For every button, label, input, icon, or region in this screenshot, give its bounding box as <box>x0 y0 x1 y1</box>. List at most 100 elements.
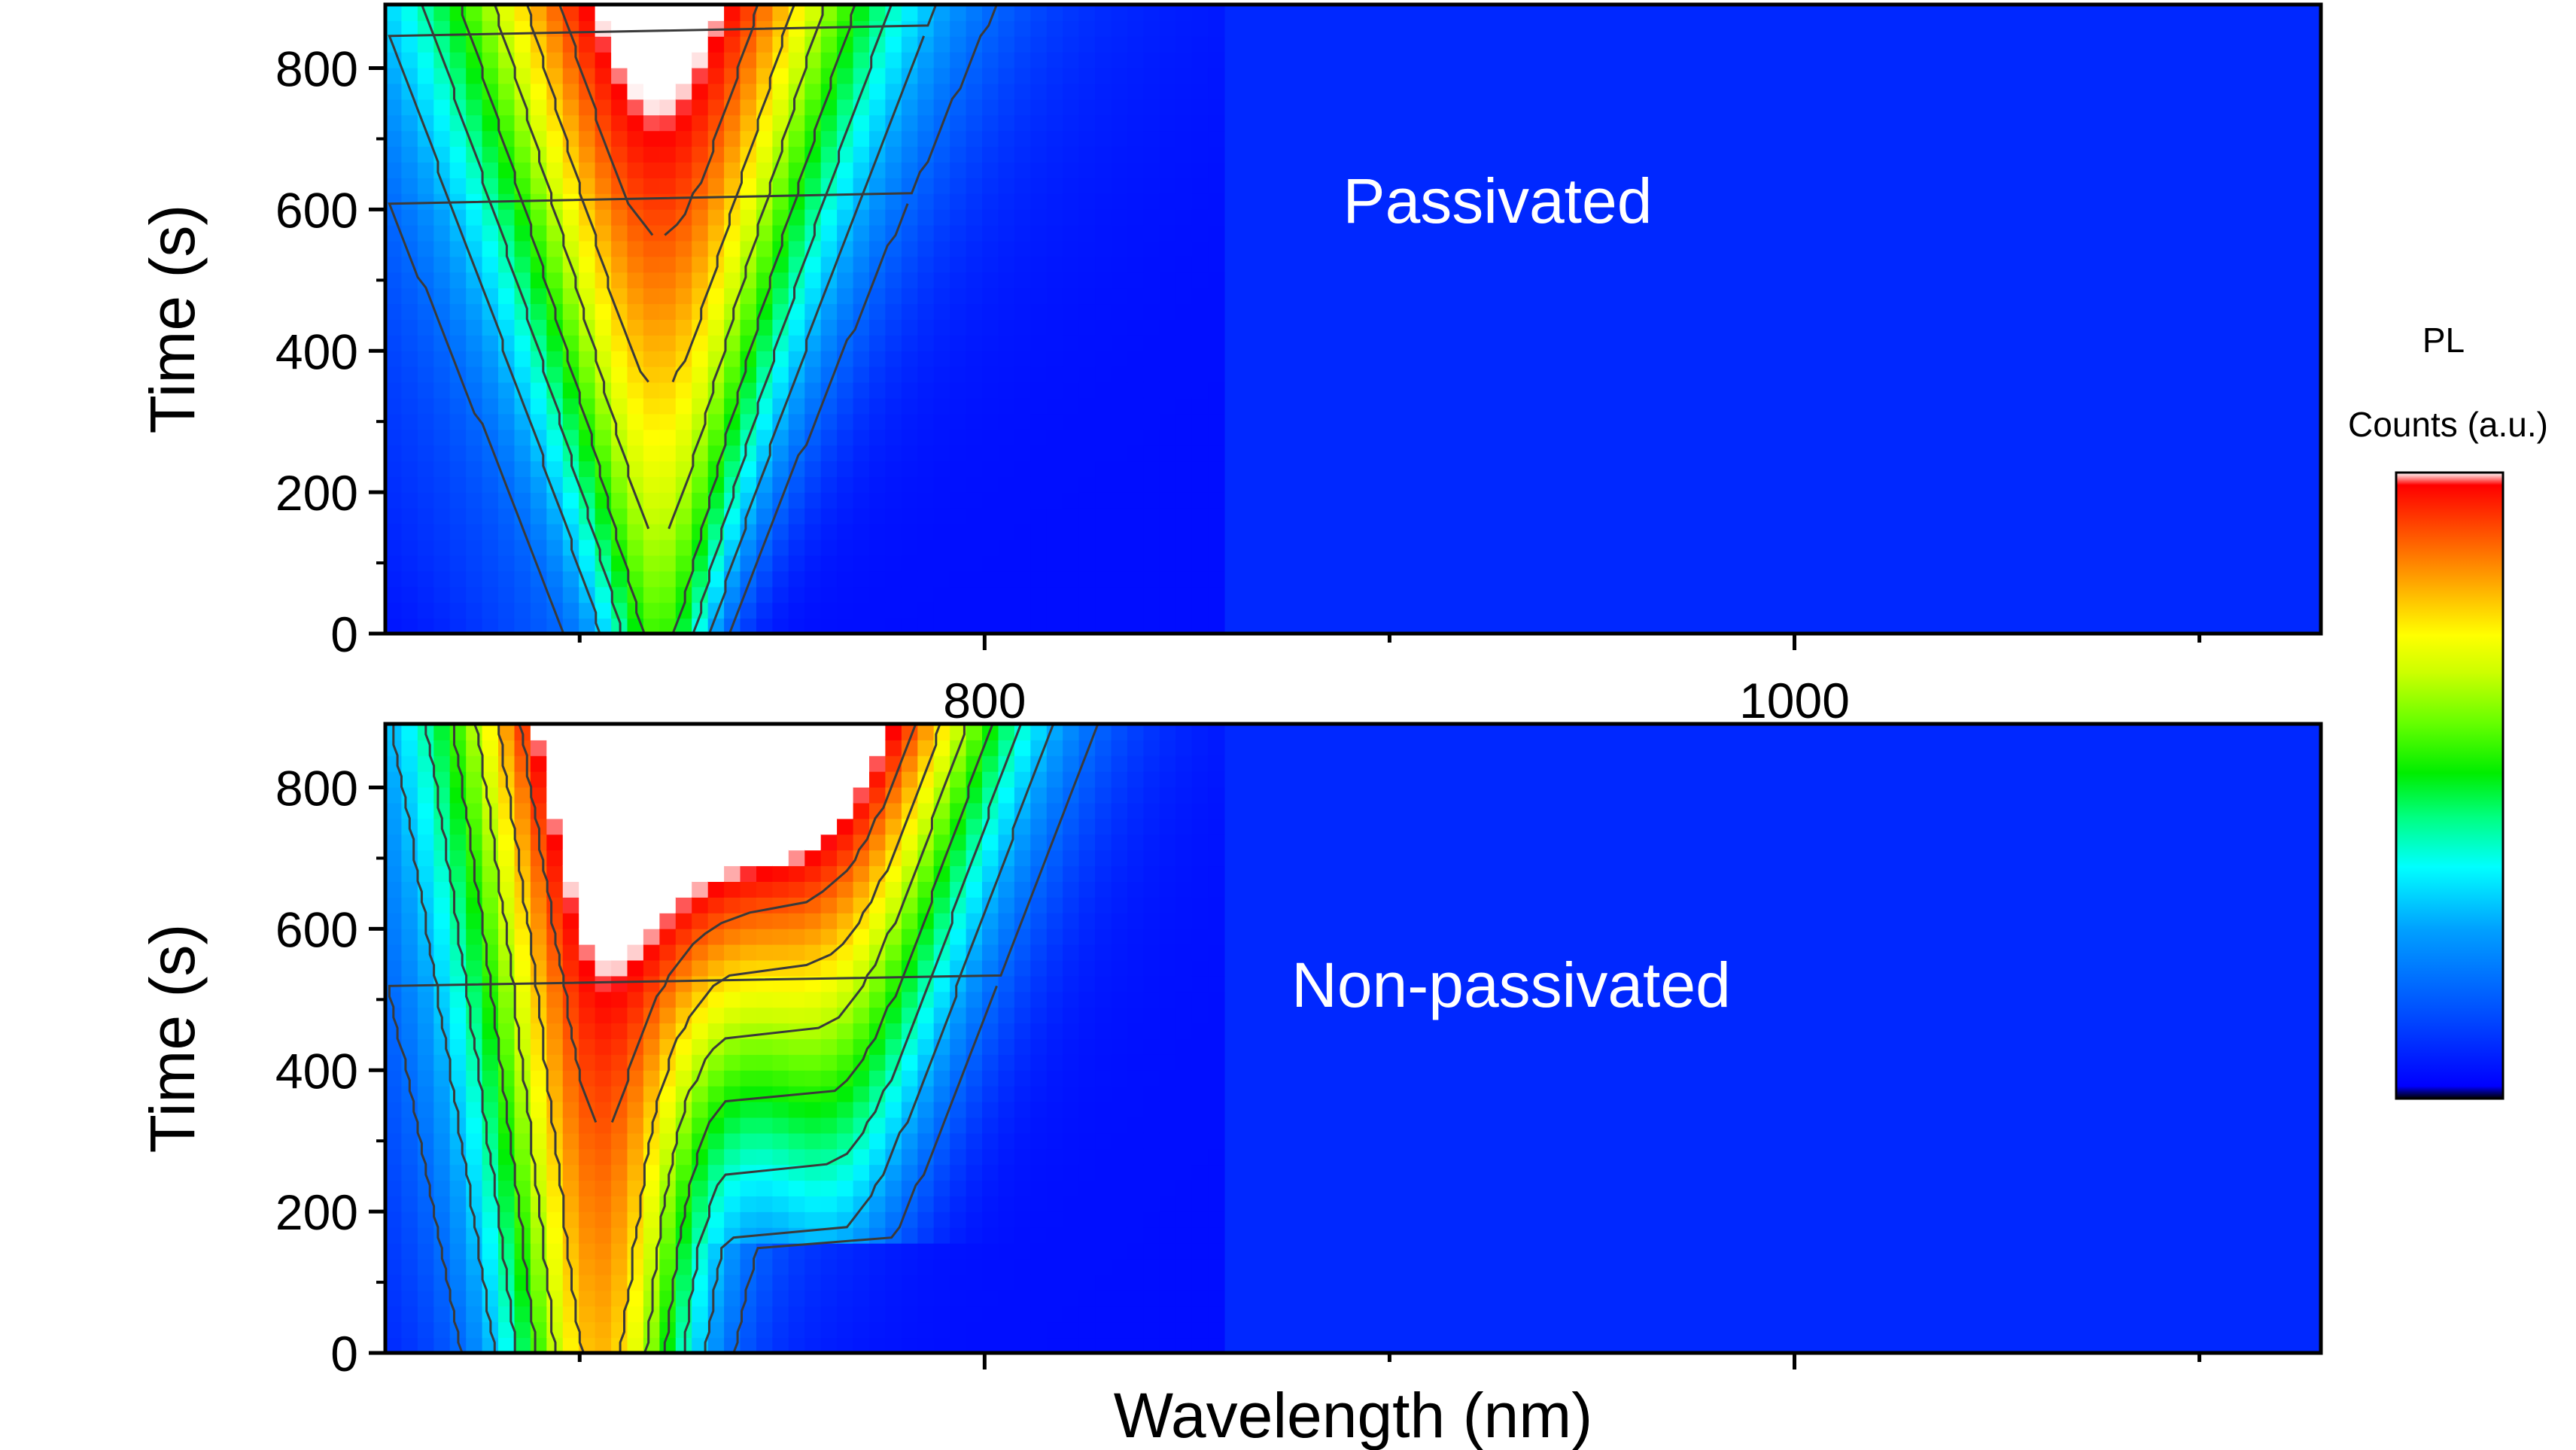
heatmap-cell <box>885 366 902 383</box>
heatmap-cell <box>1095 83 1112 100</box>
heatmap-cell <box>1175 476 1193 493</box>
heatmap-cell <box>675 818 693 835</box>
heatmap-cell <box>820 35 838 53</box>
heatmap-cell <box>401 303 418 320</box>
heatmap-cell <box>595 865 612 882</box>
contour-line <box>392 724 496 1353</box>
heatmap-cell <box>998 224 1015 242</box>
heatmap-cell <box>546 20 564 37</box>
heatmap-cell <box>546 1101 564 1118</box>
heatmap-cell <box>417 523 435 540</box>
heatmap-cell <box>643 83 661 100</box>
heatmap-cell <box>1111 724 1128 740</box>
heatmap-cell <box>1175 755 1193 772</box>
heatmap-cell <box>546 865 564 882</box>
heatmap-cell <box>482 491 499 509</box>
heatmap-cell <box>627 1290 644 1307</box>
heatmap-cell <box>820 1290 838 1307</box>
heatmap-cell <box>788 786 806 804</box>
heatmap-cell <box>546 539 564 556</box>
heatmap-cell <box>982 35 999 53</box>
heatmap-cell <box>627 1321 644 1339</box>
heatmap-cell <box>433 146 451 163</box>
heatmap-cell <box>837 850 854 867</box>
heatmap-cell <box>982 67 999 84</box>
heatmap-cell <box>1111 1132 1128 1150</box>
heatmap-cell <box>579 786 596 804</box>
heatmap-cell <box>1014 975 1032 993</box>
heatmap-cell <box>1127 1053 1145 1071</box>
heatmap-cell <box>1046 1306 1064 1323</box>
heatmap-cell <box>756 507 774 524</box>
heatmap-cell <box>933 146 951 163</box>
colorbar-unit-label: Counts (a.u.) <box>2348 405 2548 444</box>
heatmap-cell <box>498 1038 516 1055</box>
heatmap-cell <box>885 287 902 305</box>
heatmap-cell <box>1063 491 1080 509</box>
heatmap-cell <box>692 5 709 21</box>
heatmap-cell <box>1143 1101 1160 1118</box>
heatmap-cell <box>885 618 902 634</box>
heatmap-cell <box>514 928 531 945</box>
heatmap-cell <box>595 881 612 898</box>
heatmap-cell <box>1191 5 1209 21</box>
heatmap-cell <box>498 570 516 588</box>
heatmap-cell <box>885 461 902 477</box>
heatmap-cell <box>1030 602 1048 619</box>
heatmap-cell <box>562 1211 580 1228</box>
heatmap-cell <box>514 334 531 351</box>
heatmap-cell <box>982 1132 999 1150</box>
heatmap-cell <box>449 1196 467 1212</box>
heatmap-cell <box>853 1085 870 1102</box>
contour-line <box>708 35 926 634</box>
heatmap-cell <box>1127 193 1145 210</box>
heatmap-cell <box>837 896 854 913</box>
heatmap-cell <box>401 1007 418 1024</box>
heatmap-cell <box>1046 755 1064 772</box>
heatmap-cell <box>982 1038 999 1055</box>
heatmap-cell <box>740 1132 757 1150</box>
heatmap-cell <box>562 1007 580 1024</box>
heatmap-cell <box>1078 146 1096 163</box>
heatmap-cell <box>1078 850 1096 867</box>
heatmap-cell <box>498 1180 516 1196</box>
heatmap-cell <box>1159 491 1177 509</box>
heatmap-cell <box>1159 1258 1177 1275</box>
heatmap-cell <box>675 834 693 851</box>
heatmap-cell <box>756 881 774 898</box>
heatmap-cell <box>1046 272 1064 289</box>
heatmap-cell <box>1095 507 1112 524</box>
heatmap-cell <box>982 350 999 367</box>
heatmap-cell <box>1014 739 1032 756</box>
heatmap-cell <box>1175 602 1193 619</box>
heatmap-cell <box>933 991 951 1008</box>
heatmap-cell <box>885 476 902 493</box>
heatmap-cell <box>933 1227 951 1244</box>
heatmap-cell <box>1127 476 1145 493</box>
heatmap-cell <box>482 256 499 273</box>
heatmap-cell <box>917 272 935 289</box>
heatmap-cell <box>449 771 467 788</box>
heatmap-cell <box>756 928 774 945</box>
heatmap-cell <box>401 507 418 524</box>
heatmap-cell <box>417 1211 435 1228</box>
heatmap-cell <box>1143 834 1160 851</box>
heatmap-cell <box>724 51 741 68</box>
heatmap-cell <box>498 586 516 603</box>
heatmap-cell <box>950 602 967 619</box>
heatmap-cell <box>530 83 548 100</box>
heatmap-cell <box>756 1023 774 1039</box>
heatmap-cell <box>433 256 451 273</box>
heatmap-cell <box>1159 476 1177 493</box>
heatmap-cell <box>966 570 983 588</box>
heatmap-cell <box>1143 413 1160 430</box>
heatmap-cell <box>1208 912 1225 929</box>
heatmap-cell <box>740 51 757 68</box>
heatmap-cell <box>1208 1321 1225 1339</box>
heatmap-cell <box>659 20 677 37</box>
heatmap-cell <box>869 319 887 336</box>
heatmap-cell <box>530 912 548 929</box>
heatmap-cell <box>1175 570 1193 588</box>
heatmap-cell <box>466 507 483 524</box>
heatmap-cell <box>498 83 516 100</box>
